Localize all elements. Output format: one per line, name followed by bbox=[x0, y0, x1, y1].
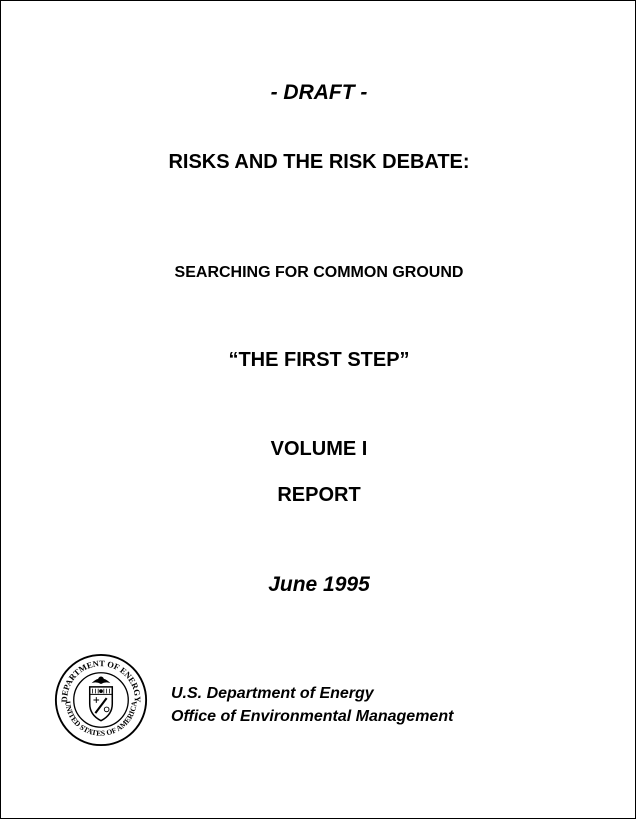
document-subtitle: SEARCHING FOR COMMON GROUND bbox=[174, 264, 464, 281]
agency-department: U.S. Department of Energy bbox=[171, 685, 374, 702]
report-label: REPORT bbox=[277, 484, 361, 506]
volume-label: VOLUME I bbox=[270, 438, 368, 460]
draft-label: - DRAFT - bbox=[270, 81, 368, 104]
agency-block: U.S. Department of Energy Office of Envi… bbox=[171, 682, 453, 728]
document-date: June 1995 bbox=[268, 573, 370, 596]
doe-seal-icon: DEPARTMENT OF ENERGY UNITED STATES OF AM… bbox=[54, 653, 148, 747]
document-quote: “THE FIRST STEP” bbox=[228, 349, 410, 371]
agency-office: Office of Environmental Management bbox=[171, 708, 454, 725]
document-title: RISKS AND THE RISK DEBATE: bbox=[168, 151, 470, 173]
